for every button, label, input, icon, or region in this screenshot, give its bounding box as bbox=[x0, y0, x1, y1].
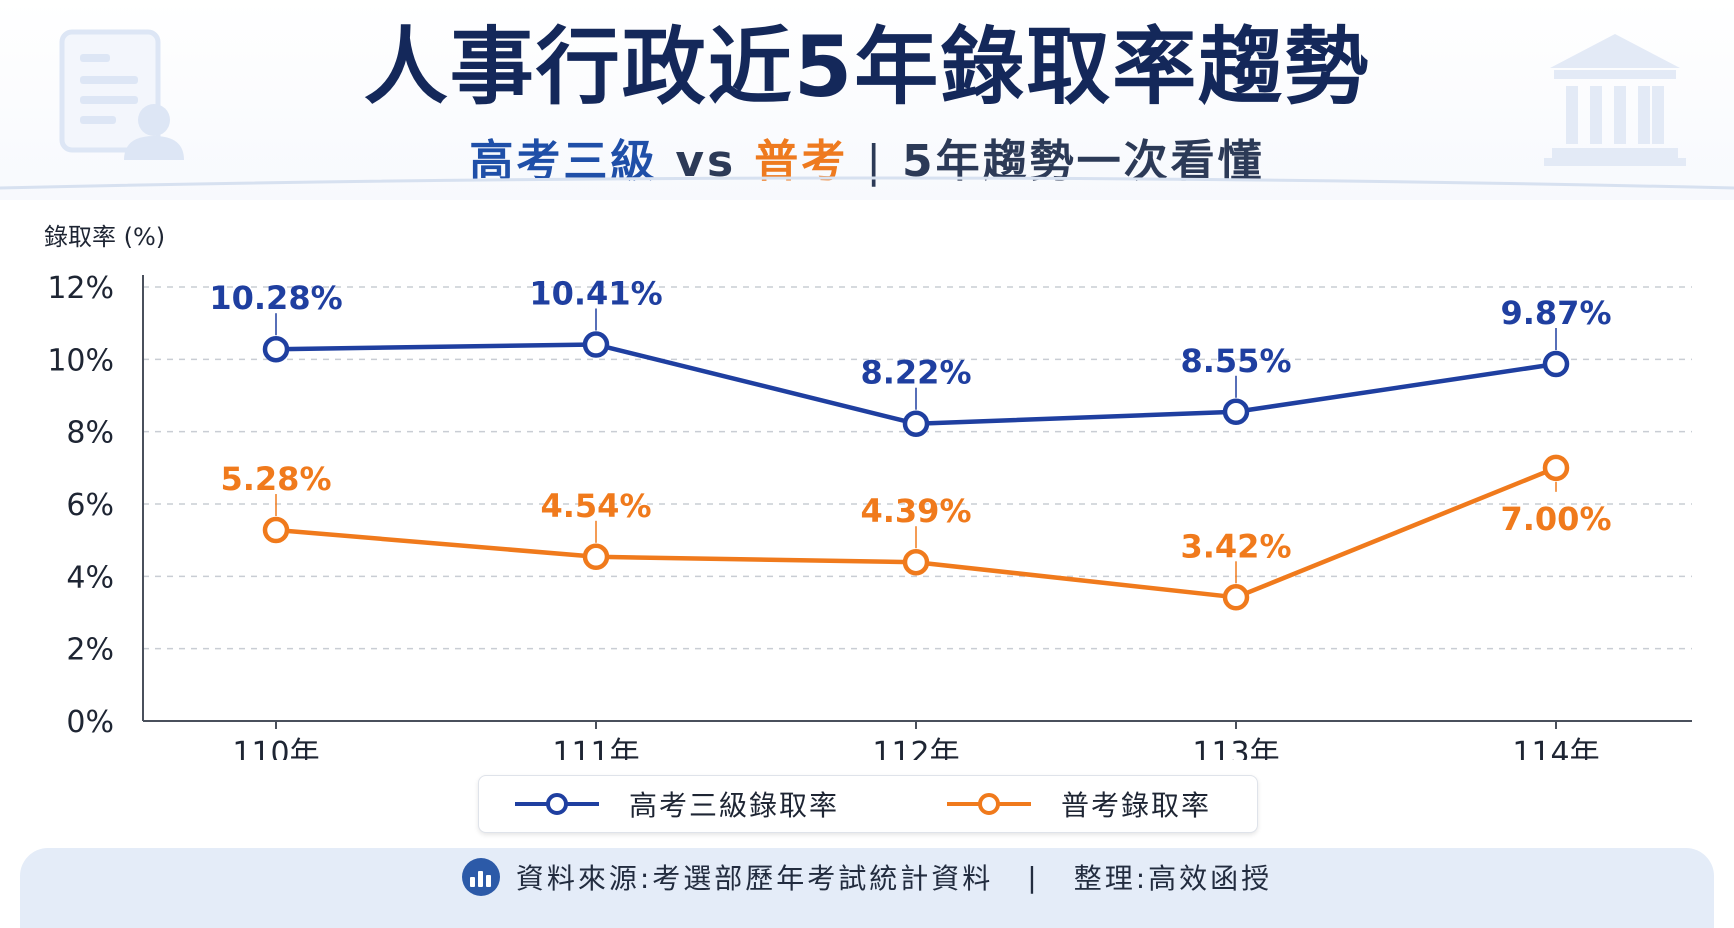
data-point bbox=[262, 335, 290, 363]
y-tick-label: 4% bbox=[66, 560, 114, 595]
data-point bbox=[1542, 454, 1570, 482]
x-tick-label: 110年 bbox=[232, 736, 319, 760]
footer-credit: 整理:高效函授 bbox=[1073, 862, 1273, 895]
data-point bbox=[1222, 398, 1250, 426]
header-divider-curve bbox=[0, 176, 1734, 190]
y-tick-label: 0% bbox=[66, 705, 114, 740]
footer-source: 資料來源:考選部歷年考試統計資料 bbox=[515, 862, 994, 895]
axes bbox=[142, 275, 1692, 729]
data-label: 8.55% bbox=[1180, 342, 1291, 380]
x-tick-label: 111年 bbox=[552, 736, 639, 760]
series-a: 10.28% 10.41% 8.22% 8.55% 9.87% bbox=[209, 275, 1612, 437]
legend-label-series-b: 普考錄取率 bbox=[1061, 789, 1212, 822]
bar-chart-icon bbox=[461, 858, 500, 896]
data-label: 3.42% bbox=[1180, 527, 1291, 565]
footer-separator: | bbox=[1027, 860, 1040, 894]
data-point bbox=[1222, 584, 1250, 611]
legend-marker-series-a bbox=[515, 793, 599, 815]
x-tick-label: 113年 bbox=[1192, 736, 1279, 760]
y-tick-label: 12% bbox=[47, 271, 114, 306]
footer-content: 資料來源:考選部歷年考試統計資料 | 整理:高效函授 bbox=[20, 848, 1714, 906]
grid-lines bbox=[143, 286, 1692, 650]
government-building-icon bbox=[1544, 34, 1686, 166]
y-tick-labels: 0% 2% 4% 6% 8% 10% 12% bbox=[47, 271, 114, 740]
page-title: 人事行政近5年錄取率趨勢 bbox=[363, 18, 1371, 116]
series-layer: 10.28% 10.41% 8.22% 8.55% 9.87% 5.28% 4.54% 4.3… bbox=[209, 275, 1612, 611]
data-point bbox=[262, 516, 290, 544]
legend: 高考三級錄取率 普考錄取率 bbox=[478, 775, 1258, 833]
subtitle-separator: | bbox=[866, 136, 885, 187]
data-label: 4.39% bbox=[860, 492, 971, 530]
data-point bbox=[582, 543, 610, 571]
y-tick-label: 10% bbox=[47, 343, 114, 378]
data-point bbox=[582, 331, 610, 358]
data-point bbox=[902, 548, 930, 576]
legend-item-series-b: 普考錄取率 bbox=[947, 776, 1211, 832]
data-label: 9.87% bbox=[1500, 294, 1611, 332]
data-label: 10.28% bbox=[209, 279, 342, 317]
data-label: 8.22% bbox=[860, 354, 971, 392]
data-point bbox=[902, 410, 930, 437]
y-tick-label: 8% bbox=[66, 416, 114, 451]
header: 人事行政近5年錄取率趨勢 高考三級 vs 普考 | 5年趨勢一次看懂 bbox=[0, 0, 1734, 200]
data-point bbox=[1542, 350, 1570, 378]
legend-marker-series-b bbox=[947, 793, 1031, 815]
y-axis-label: 錄取率 (%) bbox=[44, 223, 165, 251]
data-label: 10.41% bbox=[529, 275, 662, 313]
legend-label-series-a: 高考三級錄取率 bbox=[629, 789, 840, 822]
x-tick-labels: 110年 111年 112年 113年 114年 bbox=[232, 736, 1599, 760]
y-tick-label: 2% bbox=[66, 633, 114, 668]
line-chart: 錄取率 (%) 0% 2% 4% 6% 8% 10% 12% 110年 111年 112年 113… bbox=[44, 223, 1692, 760]
footer: 資料來源:考選部歷年考試統計資料 | 整理:高效函授 bbox=[20, 848, 1714, 928]
document-user-icon bbox=[59, 29, 184, 160]
legend-item-series-a: 高考三級錄取率 bbox=[515, 776, 839, 832]
data-label: 4.54% bbox=[540, 487, 651, 525]
data-label: 5.28% bbox=[220, 460, 331, 498]
y-tick-label: 6% bbox=[66, 488, 114, 523]
series-b: 5.28% 4.54% 4.39% 3.42% 7.00% bbox=[220, 454, 1612, 611]
x-tick-label: 112年 bbox=[872, 736, 959, 760]
data-label: 7.00% bbox=[1500, 500, 1611, 538]
x-tick-label: 114年 bbox=[1512, 736, 1599, 760]
